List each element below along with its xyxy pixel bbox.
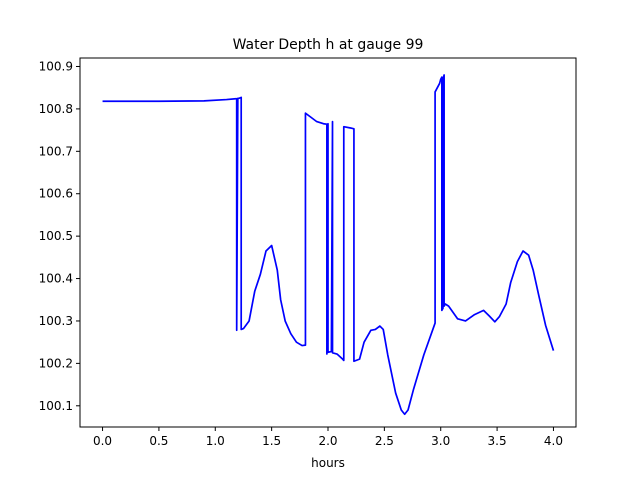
plot-area <box>102 74 555 416</box>
chart-title: Water Depth h at gauge 99 <box>233 37 424 53</box>
x-tick-label: 2.0 <box>318 434 337 448</box>
y-tick-label: 100.8 <box>39 102 73 116</box>
x-tick-label: 0.0 <box>93 434 112 448</box>
x-tick-label: 3.0 <box>431 434 450 448</box>
y-tick-label: 100.2 <box>39 356 73 370</box>
x-axis-label: hours <box>311 456 345 470</box>
x-tick-label: 4.0 <box>544 434 563 448</box>
x-axis: 0.0 0.5 1.0 1.5 2.0 2.5 3.0 3.5 4.0 <box>93 427 563 448</box>
y-tick-label: 100.7 <box>39 144 73 158</box>
series-line-1 <box>102 74 555 416</box>
x-tick-label: 2.5 <box>375 434 394 448</box>
x-tick-label: 1.0 <box>206 434 225 448</box>
y-tick-label: 100.1 <box>39 399 73 413</box>
y-tick-label: 100.6 <box>39 187 73 201</box>
y-tick-label: 100.9 <box>39 59 73 73</box>
y-tick-label: 100.4 <box>39 272 73 286</box>
x-tick-label: 1.5 <box>262 434 281 448</box>
y-axis: 100.1 100.2 100.3 100.4 100.5 100.6 100.7 100.8… <box>39 59 80 413</box>
y-tick-label: 100.3 <box>39 314 73 328</box>
x-tick-label: 0.5 <box>149 434 168 448</box>
x-tick-label: 3.5 <box>488 434 507 448</box>
y-tick-label: 100.5 <box>39 229 73 243</box>
